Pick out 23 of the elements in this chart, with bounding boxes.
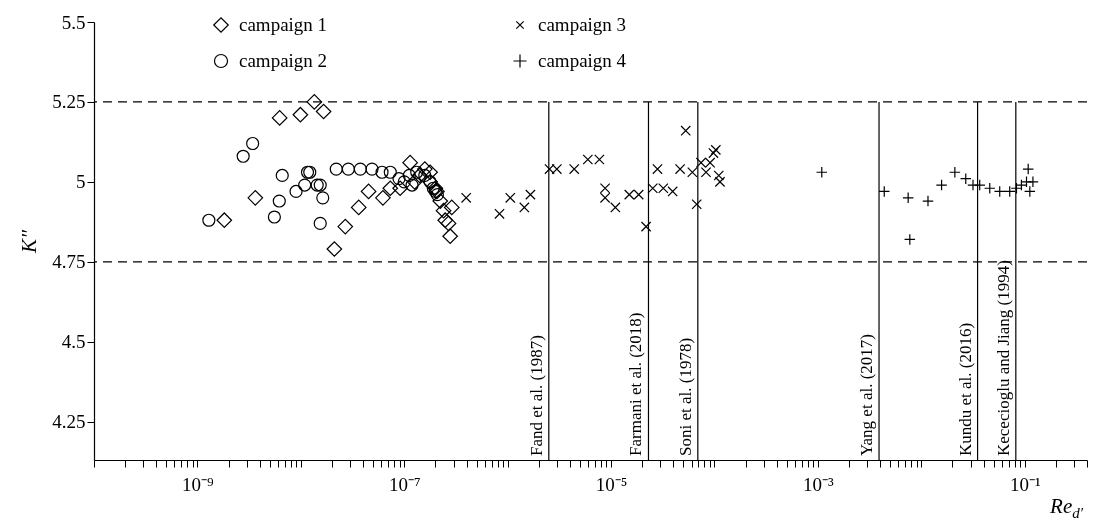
y-tick-label: 5.5: [61, 11, 86, 33]
legend-label: campaign 1: [239, 14, 328, 35]
x-tick-label: 10⁻⁹: [182, 473, 215, 495]
y-axis-title: K″: [17, 229, 42, 254]
ref-line-label: Fand et al. (1987): [526, 335, 546, 456]
ref-line-label: Farmani et al. (2018): [626, 312, 646, 456]
ref-line-label: Kececioglu and Jiang (1994): [993, 260, 1013, 456]
legend-label: campaign 2: [239, 50, 328, 71]
x-tick-label: 10⁻⁷: [388, 473, 421, 495]
x-axis-title: Re$_{d′}$: [1050, 494, 1083, 523]
legend-label: campaign 3: [538, 14, 627, 35]
y-tick-label: 4.25: [52, 411, 86, 433]
y-tick-label: 4.5: [61, 331, 86, 353]
legend-label: campaign 4: [538, 50, 627, 71]
ref-line-label: Kundu et al. (2016): [955, 322, 975, 456]
ref-line-label: Yang et al. (2017): [857, 334, 877, 456]
y-tick-label: 5.25: [52, 91, 86, 113]
y-tick-label: 4.75: [52, 251, 86, 273]
x-tick-label: 10⁻¹: [1009, 473, 1041, 495]
x-tick-label: 10⁻⁵: [595, 473, 628, 495]
ref-line-label: Soni et al. (1978): [675, 337, 695, 456]
x-tick-label: 10⁻³: [803, 473, 835, 495]
y-tick-label: 5: [76, 171, 86, 193]
